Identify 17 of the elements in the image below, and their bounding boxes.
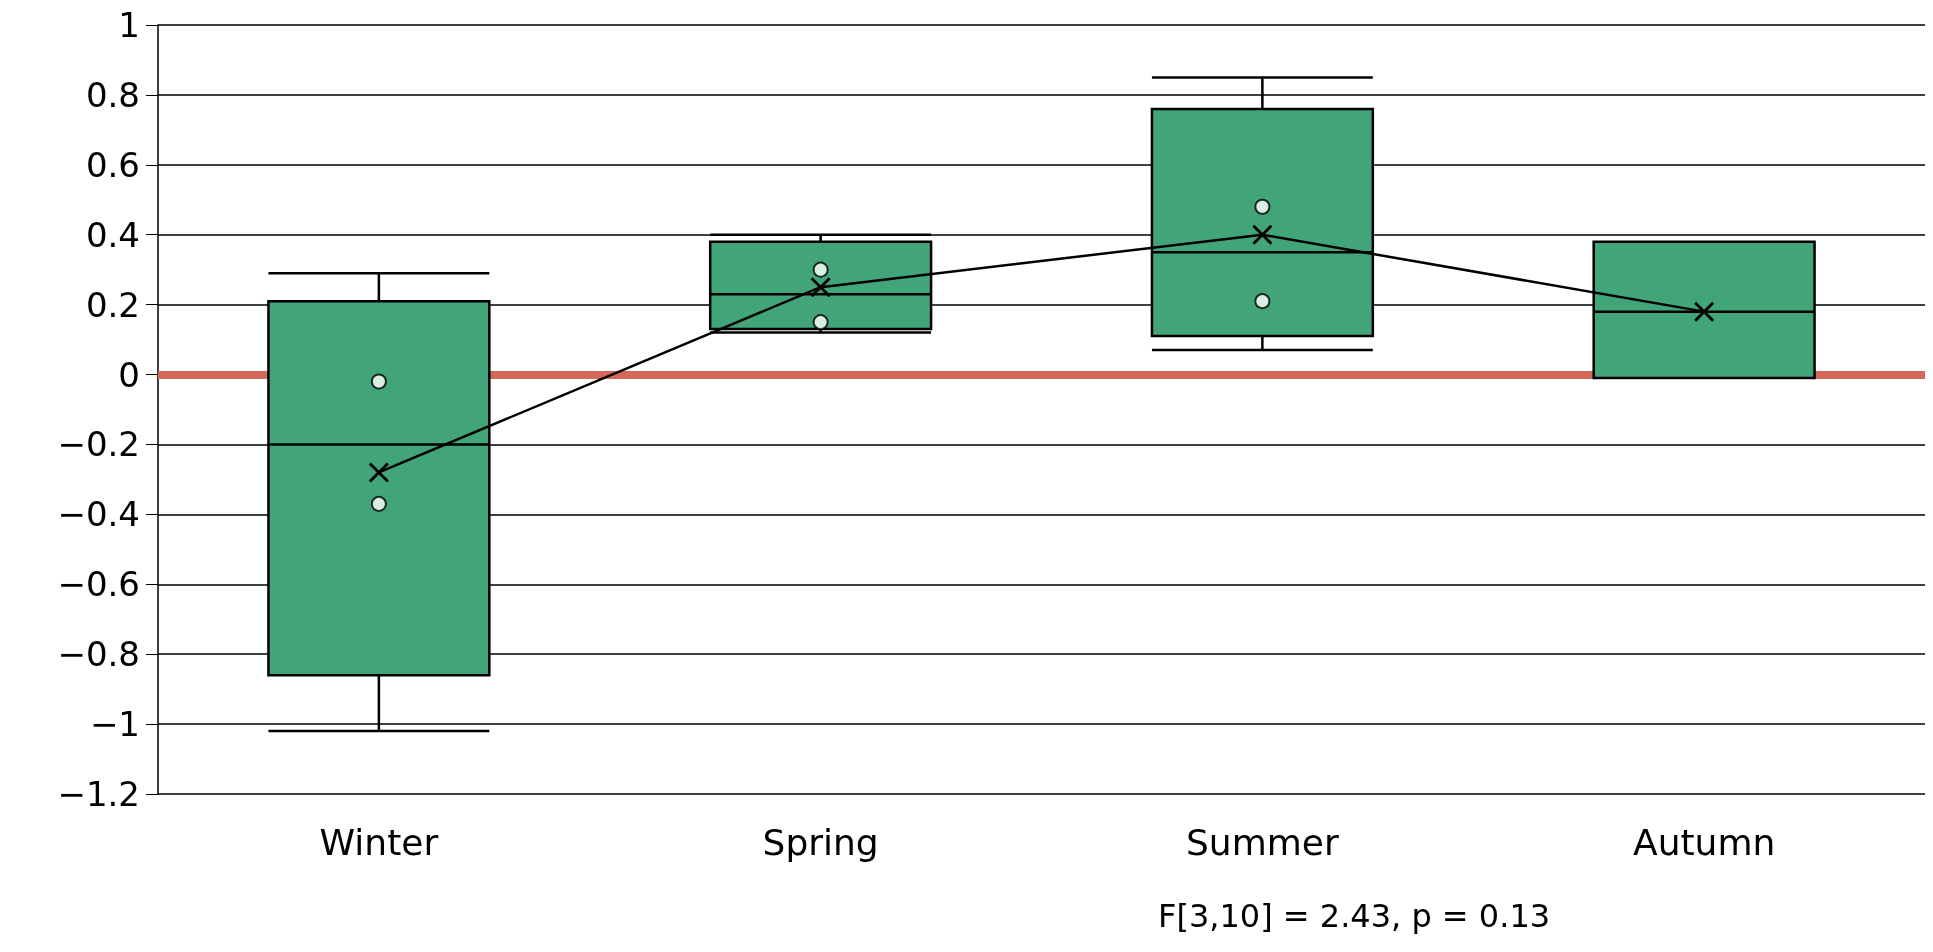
y-tick-label: −0.4 xyxy=(57,494,140,535)
y-tick-label: −0.2 xyxy=(57,424,140,465)
y-tick-label: −1 xyxy=(89,704,140,745)
y-tick-label: −0.8 xyxy=(57,634,140,675)
x-tick-label: Winter xyxy=(319,821,439,863)
y-tick-label: 0.2 xyxy=(85,284,140,325)
x-tick-label: Summer xyxy=(1185,821,1339,863)
x-tick-label: Spring xyxy=(762,821,879,863)
text: F[3,10] = 2.43, p = 0.13 xyxy=(1158,897,1551,935)
y-tick-label: −1.2 xyxy=(57,774,140,814)
x-tick-label: Autumn xyxy=(1632,821,1776,863)
y-tick-label: 0.4 xyxy=(85,214,140,255)
y-tick-label: 0.8 xyxy=(85,74,140,115)
y-tick-label: 1 xyxy=(118,5,140,45)
y-tick-label: −0.6 xyxy=(57,564,140,605)
y-tick-label: 0 xyxy=(118,354,140,395)
y-tick-label: 0.6 xyxy=(85,144,140,185)
